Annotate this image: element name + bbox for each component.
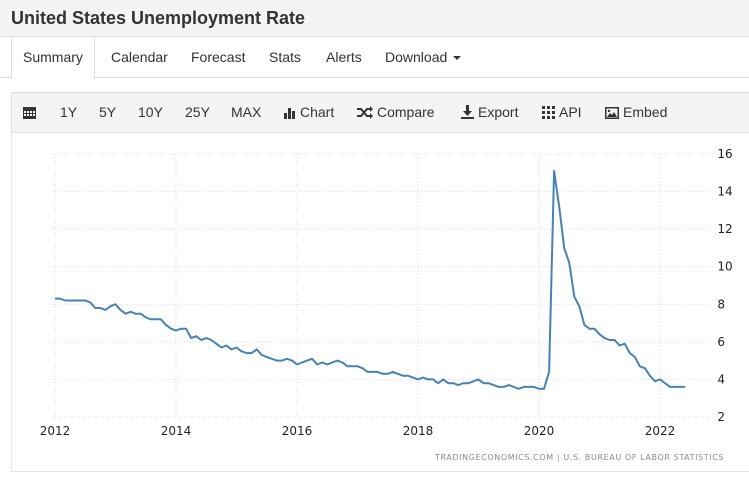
range-max-button[interactable]: MAX bbox=[231, 104, 262, 120]
y-tick-label: 12 bbox=[717, 222, 732, 236]
caret-down-icon bbox=[453, 56, 462, 61]
x-tick-label: 2018 bbox=[403, 424, 434, 438]
y-tick-label: 16 bbox=[717, 147, 732, 161]
y-tick-label: 6 bbox=[717, 335, 725, 349]
embed-label: Embed bbox=[623, 104, 668, 120]
calendar-icon[interactable] bbox=[23, 93, 40, 132]
y-tick-label: 2 bbox=[717, 410, 725, 424]
image-icon bbox=[605, 107, 619, 119]
export-label: Export bbox=[478, 104, 519, 120]
x-tick-label: 2016 bbox=[282, 424, 313, 438]
x-tick-label: 2020 bbox=[524, 424, 555, 438]
tab-download[interactable]: Download bbox=[385, 37, 462, 78]
compare-label: Compare bbox=[377, 104, 435, 120]
unemployment-line-chart: 2012 2014 2016 2018 2020 2022 2 4 6 8 10 12 14 16 bbox=[40, 147, 733, 438]
api-button[interactable]: API bbox=[542, 93, 582, 132]
chart-button[interactable]: Chart bbox=[284, 93, 334, 132]
x-tick-label: 2022 bbox=[645, 424, 676, 438]
shuffle-icon bbox=[357, 106, 373, 119]
y-tick-label: 14 bbox=[717, 185, 732, 199]
y-tick-label: 10 bbox=[717, 260, 732, 274]
tab-summary[interactable]: Summary bbox=[11, 37, 95, 79]
tab-calendar[interactable]: Calendar bbox=[111, 49, 168, 65]
range-1y-button[interactable]: 1Y bbox=[60, 104, 78, 120]
x-tick-label: 2014 bbox=[161, 424, 192, 438]
x-tick-label: 2012 bbox=[40, 424, 71, 438]
grid-icon bbox=[542, 106, 555, 119]
download-icon bbox=[461, 105, 474, 119]
api-label: API bbox=[559, 104, 582, 120]
title-bar: United States Unemployment Rate bbox=[0, 0, 749, 37]
chart-label: Chart bbox=[300, 104, 335, 120]
tab-alerts[interactable]: Alerts bbox=[326, 49, 362, 65]
tab-stats[interactable]: Stats bbox=[269, 49, 301, 65]
tab-download-label: Download bbox=[385, 49, 448, 65]
y-tick-label: 8 bbox=[717, 297, 725, 311]
embed-button[interactable]: Embed bbox=[605, 93, 667, 132]
y-tick-label: 4 bbox=[717, 372, 725, 386]
tab-bar: Summary Calendar Forecast Stats Alerts D… bbox=[0, 37, 749, 79]
page-title: United States Unemployment Rate bbox=[11, 8, 306, 28]
bar-chart-icon bbox=[284, 108, 295, 119]
range-25y-button[interactable]: 25Y bbox=[185, 104, 210, 120]
source-credit: TRADINGECONOMICS.COM | U.S. BUREAU OF LA… bbox=[435, 453, 725, 462]
compare-button[interactable]: Compare bbox=[357, 93, 435, 132]
unemployment-rate-line bbox=[55, 169, 686, 390]
chart-container: 2012 2014 2016 2018 2020 2022 2 4 6 8 10 12 14 16 TRA… bbox=[11, 133, 749, 472]
range-10y-button[interactable]: 10Y bbox=[138, 104, 163, 120]
range-5y-button[interactable]: 5Y bbox=[99, 104, 117, 120]
chart-toolbar: 1Y 5Y 10Y 25Y MAX Chart Compare Export A… bbox=[11, 92, 749, 133]
tab-forecast[interactable]: Forecast bbox=[191, 49, 246, 65]
export-button[interactable]: Export bbox=[461, 93, 518, 132]
